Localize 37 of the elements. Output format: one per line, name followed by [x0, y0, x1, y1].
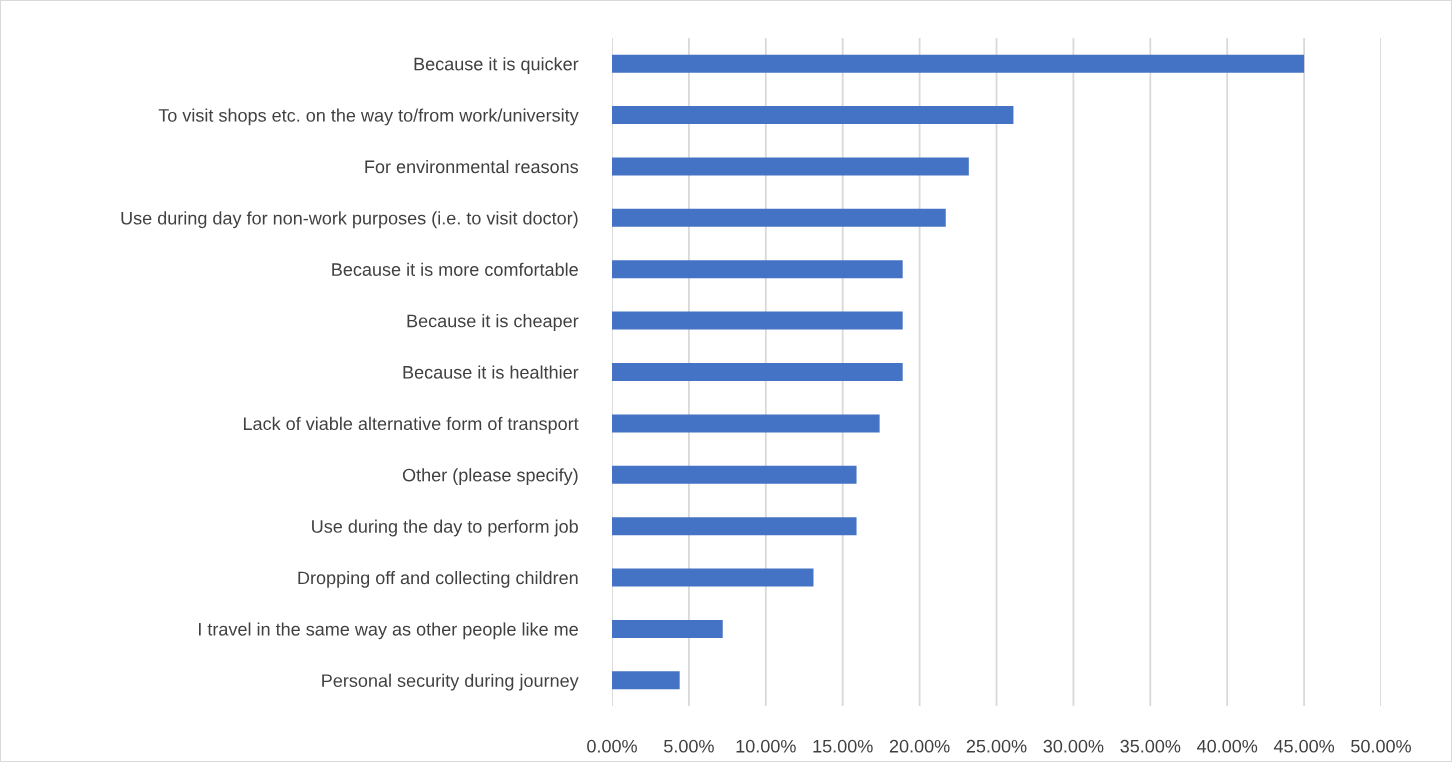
- x-tick-label: 0.00%: [587, 739, 637, 753]
- bar: [612, 311, 903, 330]
- y-tick-label: Personal security during journey: [322, 673, 579, 691]
- bar: [612, 208, 946, 227]
- x-tick-label: 40.00%: [1197, 739, 1258, 753]
- y-tick-label: Because it is quicker: [414, 57, 579, 74]
- x-tick-label: 25.00%: [966, 739, 1027, 753]
- x-tick-label: 5.00%: [664, 739, 714, 753]
- x-tick-label: 20.00%: [889, 739, 950, 753]
- bar: [612, 517, 857, 536]
- y-tick-label: Use during the day to perform job: [312, 519, 578, 537]
- bar: [612, 106, 1014, 125]
- x-tick-label: 10.00%: [736, 739, 796, 753]
- x-tick-label: 50.00%: [1351, 739, 1411, 753]
- y-tick-label: To visit shops etc. on the way to/from work/university: [158, 108, 579, 126]
- y-tick-label: Dropping off and collecting children: [298, 571, 578, 588]
- y-tick-label: Other (please specify): [402, 468, 578, 486]
- bar: [612, 671, 680, 690]
- bar: [612, 260, 903, 279]
- y-tick-label: Lack of viable alternative form of transport: [243, 416, 579, 434]
- bar: [612, 414, 880, 433]
- x-tick-label: 30.00%: [1043, 739, 1104, 753]
- x-tick-label: 45.00%: [1273, 739, 1335, 753]
- y-tick-label: Because it is cheaper: [407, 314, 579, 331]
- x-tick-label: 15.00%: [813, 739, 873, 753]
- y-tick-label: Use during day for non-work purposes (i.e. to visit doctor): [121, 211, 578, 229]
- bar: [612, 54, 1305, 73]
- y-tick-label: Because it is more comfortable: [332, 262, 578, 276]
- bar: [612, 157, 969, 176]
- y-tick-label: For environmental reasons: [365, 159, 579, 174]
- y-tick-label: Because it is healthier: [403, 365, 579, 379]
- bar: [612, 363, 903, 381]
- y-tick-label: I travel in the same way as other people like me: [199, 622, 578, 640]
- bar: [612, 465, 857, 484]
- bar: [612, 619, 723, 638]
- bar: [612, 568, 814, 587]
- x-tick-label: 35.00%: [1120, 739, 1181, 753]
